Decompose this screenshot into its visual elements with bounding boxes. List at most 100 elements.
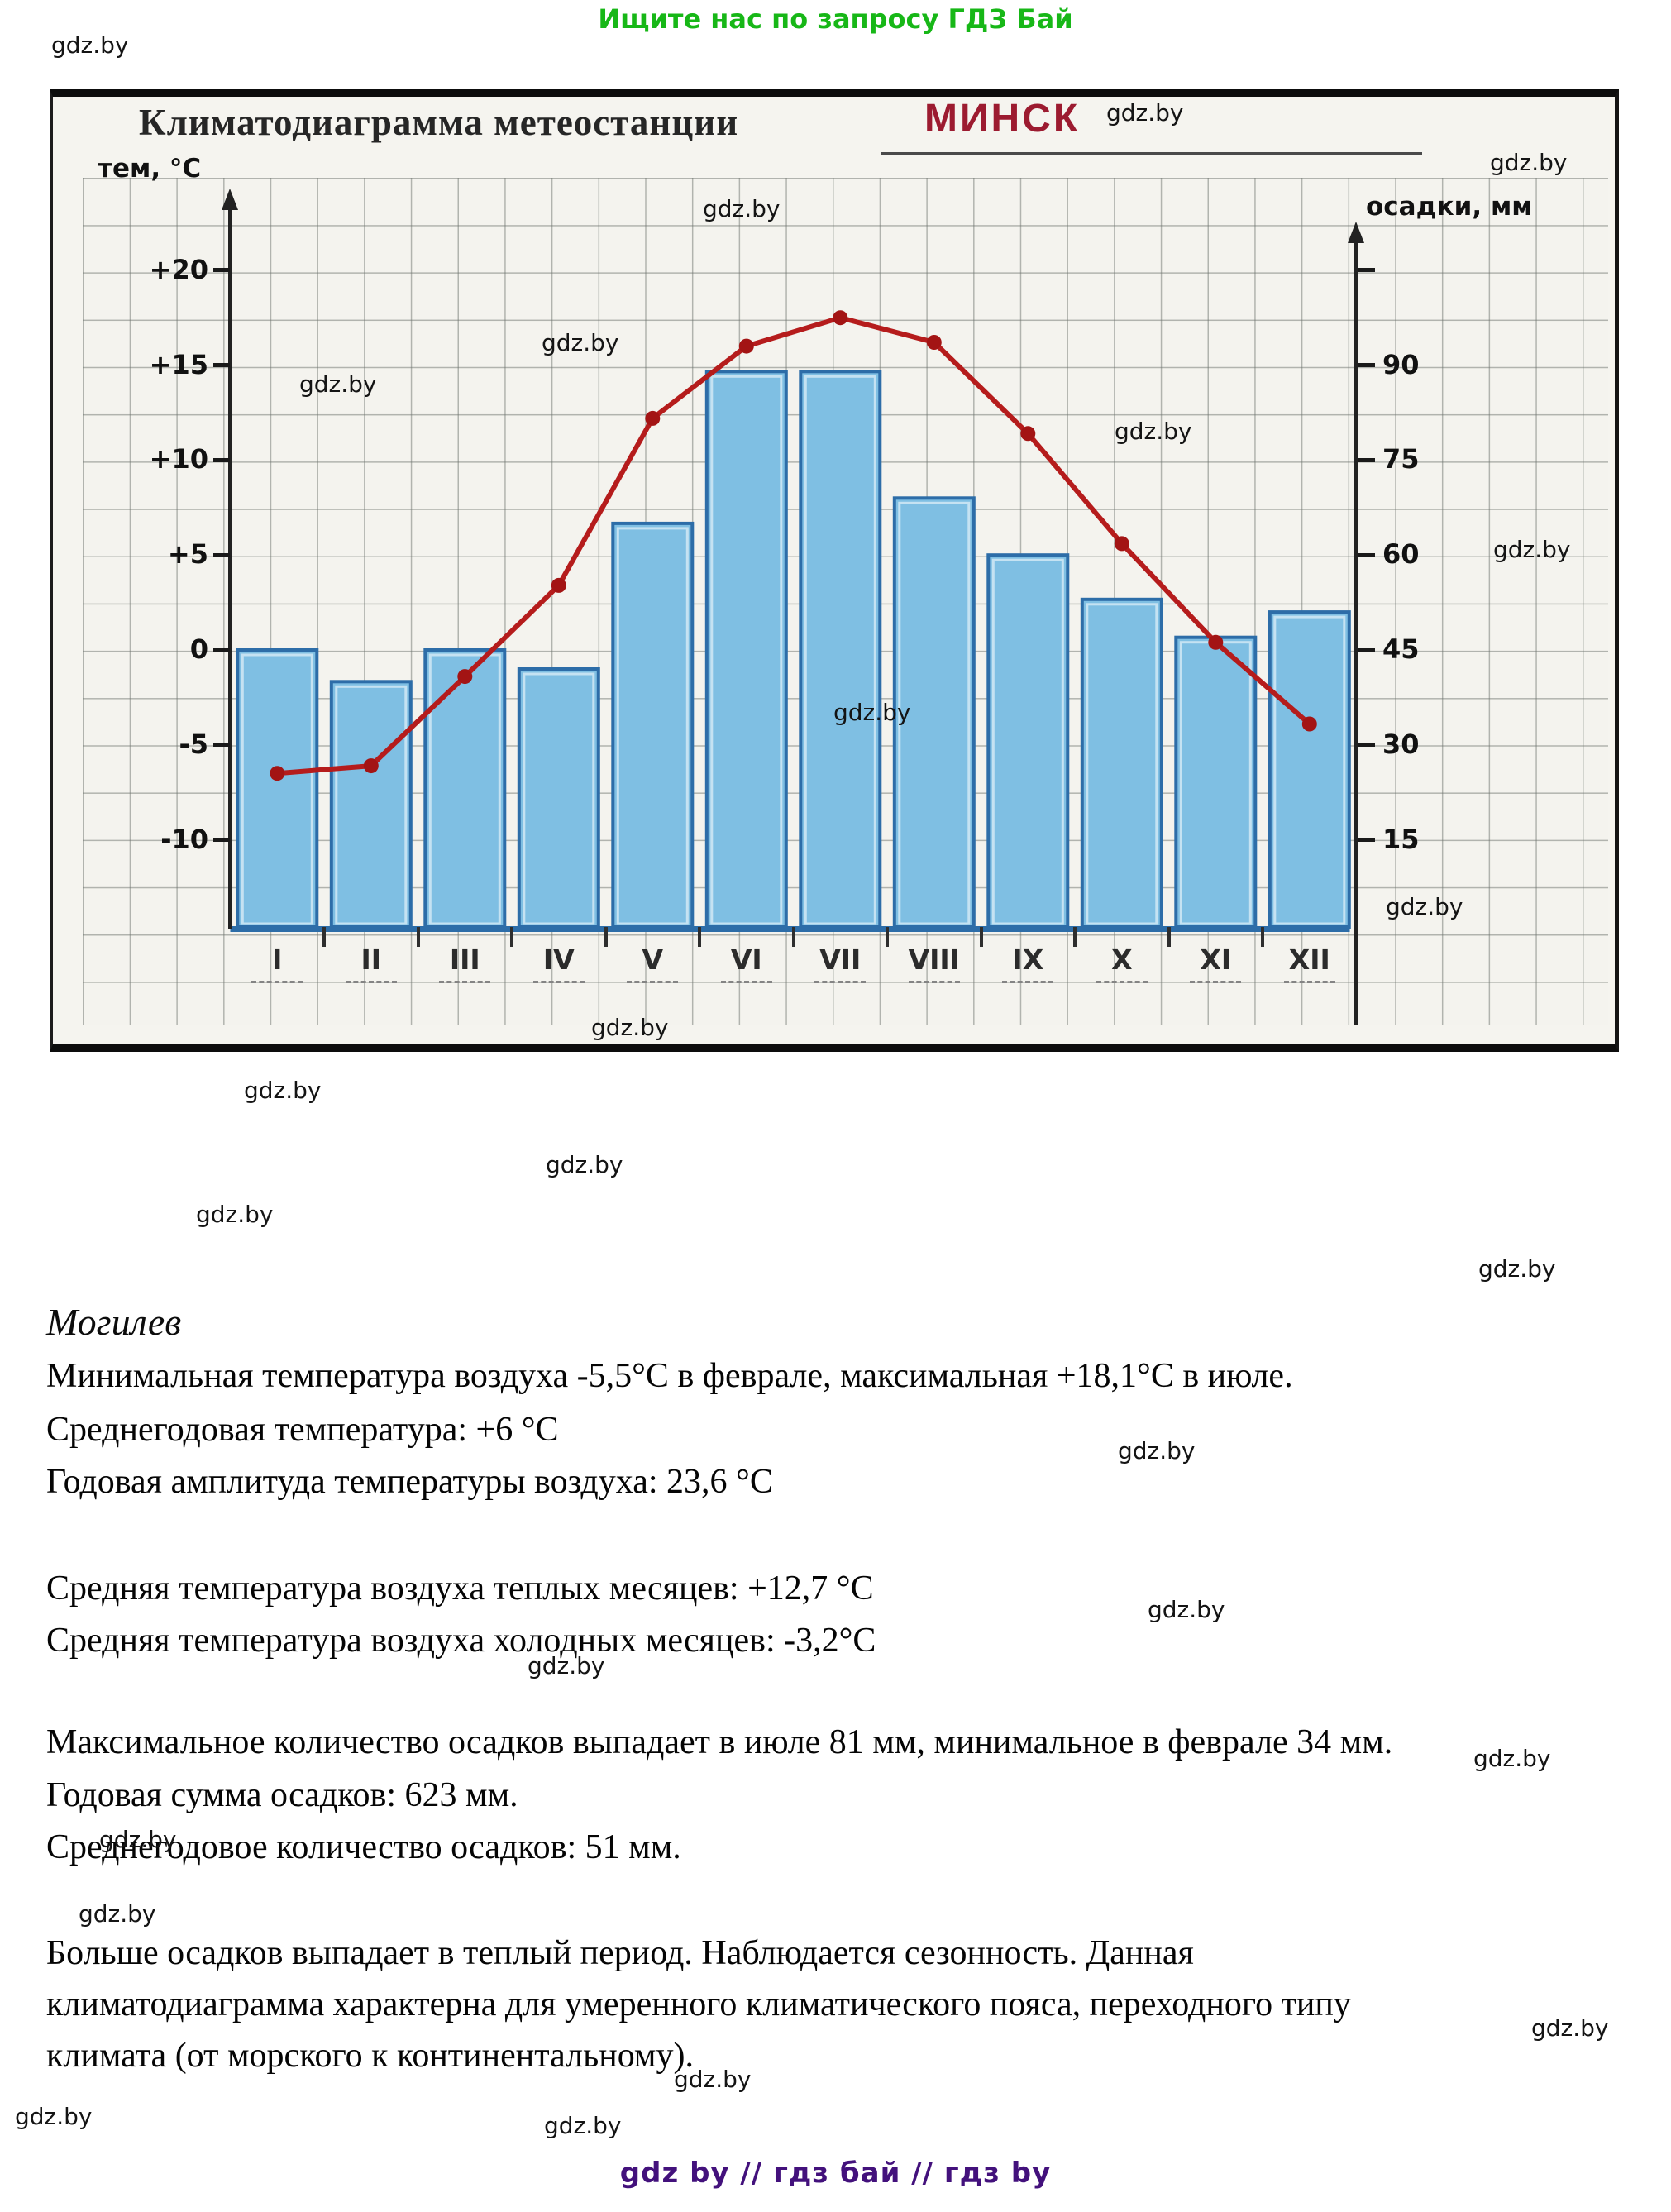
watermark-gdzby-6: gdz.by [299,370,377,398]
temperature-point-VIII [926,335,942,350]
temp-tick-label--5: -5 [179,728,208,760]
bar-inner-highlight [1273,615,1346,925]
month-boundary-tick [510,927,513,947]
precip-tick-45 [1358,647,1375,652]
bar-inner-highlight [523,672,595,925]
answer-line-2: Среднегодовая температура: +6 °С [46,1411,559,1449]
temp-tick--5 [213,743,230,748]
temp-axis [228,208,232,929]
month-boundary-tick [1167,927,1171,947]
watermark-gdzby-21: gdz.by [79,1900,156,1928]
answer-line-5: Средняя температура воздуха холодных мес… [46,1622,876,1660]
answer-line-8: Среднегодовое количество осадков: 51 мм. [46,1828,681,1866]
precip-tick-105 [1358,268,1375,273]
month-boundary-tick [886,927,889,947]
bar-inner-highlight [335,685,408,925]
month-boundary-tick [322,927,326,947]
bar-inner-highlight [804,375,876,925]
precip-tick-label-60: 60 [1382,538,1420,571]
month-label-VII: VII [819,944,862,976]
watermark-gdzby-12: gdz.by [244,1077,322,1104]
month-dash-VIII [908,981,960,983]
precip-tick-label-90: 90 [1382,348,1420,380]
precipitation-bar-V [611,521,695,929]
precip-tick-15 [1358,838,1375,843]
temp-tick-10 [213,457,230,462]
temp-tick--10 [213,838,230,843]
precip-tick-label-45: 45 [1382,633,1420,665]
temperature-point-V [645,410,661,426]
watermark-gdzby-1: gdz.by [51,31,129,59]
precipitation-bar-I [236,648,319,929]
precip-axis-label: осадки, мм [1366,192,1533,222]
watermark-gdzby-5: gdz.by [542,329,619,356]
month-dash-I [251,981,303,983]
temperature-point-VI [738,338,754,354]
precip-axis-arrow-icon [1348,222,1364,243]
temperature-point-III [457,669,473,685]
answer-line-9: Больше осадков выпадает в теплый период.… [46,1934,1194,1972]
temp-tick-0 [213,647,230,652]
month-dash-V [627,981,679,983]
temp-tick-label-0: 0 [189,633,208,665]
watermark-gdzby-11: gdz.by [591,1014,669,1041]
precipitation-bar-III [423,648,507,929]
month-label-III: III [449,944,480,976]
month-boundary-tick [698,927,701,947]
temperature-point-XII [1301,716,1317,732]
temp-tick-label-20: +20 [149,253,208,285]
temp-tick-5 [213,552,230,557]
month-dash-VI [720,981,772,983]
month-boundary-tick [791,927,795,947]
answer-line-6: Максимальное количество осадков выпадает… [46,1723,1393,1761]
watermark-gdzby-2: gdz.by [1106,99,1184,127]
precipitation-bar-XII [1268,610,1351,929]
bars-baseline [230,926,1350,932]
watermark-gdzby-15: gdz.by [1478,1255,1556,1283]
temp-tick-15 [213,363,230,368]
precipitation-bar-VI [704,370,788,929]
temp-axis-arrow-icon [222,189,238,210]
watermark-gdzby-20: gdz.by [99,1826,177,1853]
temperature-point-IV [551,577,566,593]
watermark-gdzby-10: gdz.by [1386,893,1463,920]
temperature-point-I [270,766,285,781]
precip-tick-label-30: 30 [1382,728,1420,760]
month-label-II: II [360,944,382,976]
month-label-V: V [642,944,664,976]
answer-line-11: климата (от морского к континентальному)… [46,2037,694,2075]
climate-plot [230,310,1351,932]
precip-tick-75 [1358,457,1375,462]
bar-inner-highlight [991,558,1064,925]
watermark-gdzby-14: gdz.by [196,1201,274,1228]
month-dash-XI [1190,981,1242,983]
watermark-gdzby-9: gdz.by [833,699,911,726]
month-dash-XII [1283,981,1335,983]
month-boundary-tick [604,927,608,947]
temp-tick-label-5: +5 [167,538,208,571]
watermark-gdzby-23: gdz.by [674,2066,752,2093]
watermark-gdzby-17: gdz.by [1148,1596,1225,1623]
temp-tick-label-15: +15 [149,348,208,380]
month-dash-X [1096,981,1148,983]
chart-title: Климатодиаграмма метеостанции [139,102,739,143]
bar-inner-highlight [1086,603,1158,925]
month-dash-VII [814,981,867,983]
month-label-XII: XII [1288,944,1330,976]
answer-station-heading: Могилев [46,1301,182,1343]
month-label-IV: IV [542,944,575,976]
precip-tick-60 [1358,552,1375,557]
precipitation-bar-X [1080,597,1163,929]
month-boundary-tick [979,927,983,947]
precipitation-bar-XI [1174,635,1258,929]
precipitation-bar-IV [517,667,600,929]
answer-line-10: климатодиаграмма характерна для умеренно… [46,1985,1351,2023]
bar-inner-highlight [710,375,783,925]
temp-tick-label--10: -10 [160,823,208,855]
bar-inner-highlight [241,653,313,925]
station-name: МИНСК [924,97,1081,141]
month-dash-II [345,981,397,983]
month-dash-IV [532,981,585,983]
temperature-point-VII [833,310,848,326]
